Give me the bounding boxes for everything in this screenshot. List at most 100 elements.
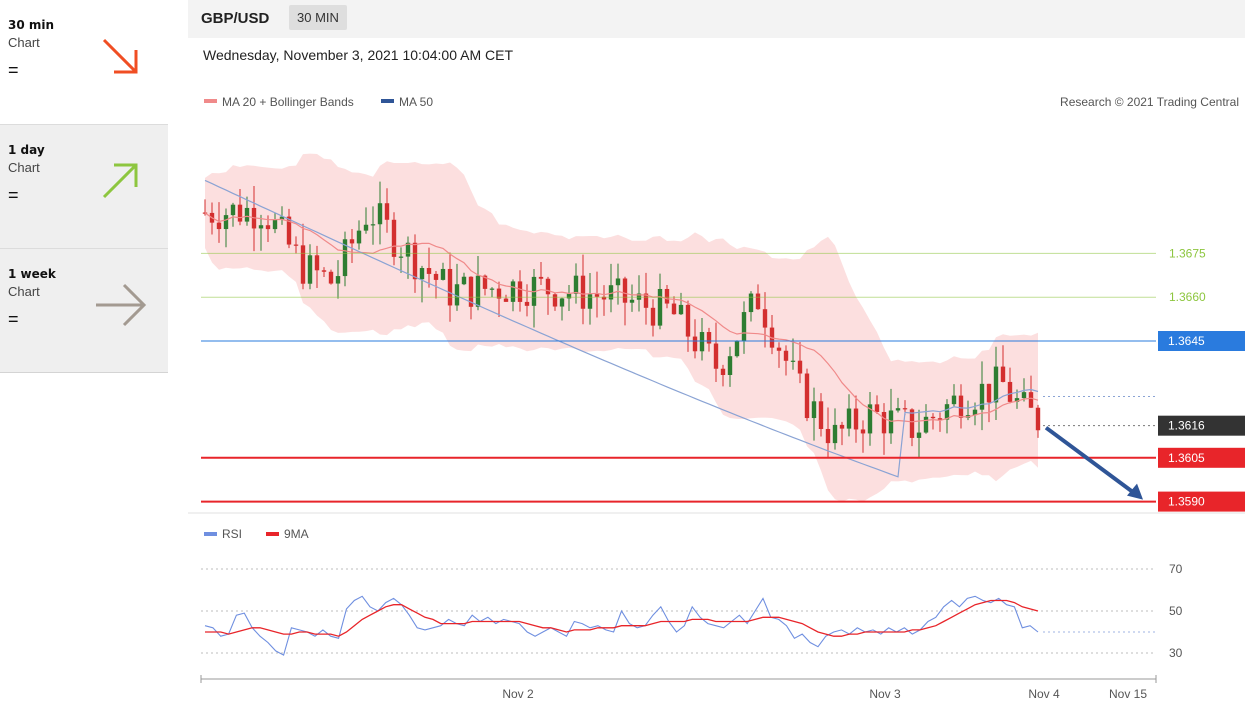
candle bbox=[741, 301, 747, 354]
candle-body bbox=[678, 304, 684, 315]
candle-body bbox=[1035, 407, 1041, 431]
chart-panel: GBP/USD 30 MIN Wednesday, November 3, 20… bbox=[188, 0, 1245, 710]
candle bbox=[440, 262, 446, 281]
candle bbox=[699, 318, 705, 361]
candle bbox=[860, 420, 866, 453]
candle bbox=[979, 361, 985, 431]
candle-body bbox=[384, 203, 390, 220]
sidebar-item-1week[interactable]: 1 week Chart = bbox=[0, 248, 168, 372]
chart-label: Chart bbox=[8, 35, 40, 50]
candle-body bbox=[748, 293, 754, 313]
level-label: 1.3605 bbox=[1168, 451, 1205, 465]
bollinger-band bbox=[205, 153, 1038, 502]
candle bbox=[923, 404, 929, 434]
candle-body bbox=[328, 271, 334, 284]
candle-body bbox=[832, 424, 838, 444]
candle bbox=[223, 208, 229, 248]
candle bbox=[384, 188, 390, 233]
candle-body bbox=[608, 285, 614, 300]
candle-body bbox=[867, 404, 873, 434]
candle bbox=[762, 292, 768, 348]
price-level-1-3616: 1.3616 bbox=[1043, 415, 1245, 436]
candle bbox=[230, 202, 236, 227]
candle-body bbox=[958, 395, 964, 418]
candle-body bbox=[685, 304, 691, 337]
candle-body bbox=[1007, 381, 1013, 402]
candle bbox=[636, 275, 642, 312]
timeframe-badge[interactable]: 30 MIN bbox=[289, 5, 347, 30]
candle-body bbox=[860, 429, 866, 434]
candle-body bbox=[762, 309, 768, 328]
candle-body bbox=[230, 204, 236, 216]
candle bbox=[664, 285, 670, 309]
candle-body bbox=[804, 373, 810, 419]
candle bbox=[377, 181, 383, 245]
main-legend: MA 20 + Bollinger Bands MA 50 Research ©… bbox=[204, 95, 1239, 109]
chart-datetime: Wednesday, November 3, 2021 10:04:00 AM … bbox=[203, 47, 513, 63]
candle-body bbox=[265, 225, 271, 230]
candle-body bbox=[377, 203, 383, 225]
neutral-symbol: = bbox=[8, 185, 19, 205]
candle-body bbox=[692, 336, 698, 352]
candle bbox=[720, 364, 726, 387]
candle bbox=[538, 261, 544, 285]
candle-body bbox=[405, 242, 411, 257]
candle bbox=[258, 214, 264, 251]
candle bbox=[811, 387, 817, 441]
candle-body bbox=[510, 281, 516, 302]
candle bbox=[685, 300, 691, 352]
candle bbox=[804, 368, 810, 422]
candle-body bbox=[895, 408, 901, 411]
candle-body bbox=[671, 303, 677, 315]
level-label: 1.3675 bbox=[1169, 246, 1206, 260]
target-arrow-shaft bbox=[1044, 426, 1137, 496]
candle-body bbox=[559, 298, 565, 307]
candle-body bbox=[461, 276, 467, 285]
ma20-line bbox=[204, 212, 1039, 423]
level-label-box bbox=[1158, 415, 1245, 436]
candle-body bbox=[370, 224, 376, 226]
chart-header: GBP/USD 30 MIN bbox=[188, 0, 1245, 38]
candle bbox=[594, 271, 600, 318]
chart-label: Chart bbox=[8, 284, 40, 299]
candle bbox=[776, 342, 782, 368]
candle bbox=[496, 281, 502, 318]
candle-body bbox=[699, 332, 705, 352]
candle bbox=[853, 395, 859, 443]
candle bbox=[839, 421, 845, 446]
candle bbox=[951, 384, 957, 407]
candle bbox=[524, 284, 530, 317]
candle bbox=[461, 272, 467, 286]
up-right-arrow-icon bbox=[102, 163, 138, 199]
candle-body bbox=[454, 284, 460, 306]
candle bbox=[790, 338, 796, 370]
legend-swatch-ma50 bbox=[381, 99, 394, 103]
candle bbox=[678, 292, 684, 316]
rsi-legend: RSI 9MA bbox=[204, 527, 309, 541]
candle-body bbox=[321, 270, 327, 272]
candle bbox=[650, 299, 656, 337]
candle-body bbox=[335, 276, 341, 284]
neutral-symbol: = bbox=[8, 309, 19, 329]
candle-body bbox=[902, 408, 908, 410]
x-tick-label: Nov 4 bbox=[1028, 687, 1060, 701]
candle bbox=[517, 270, 523, 312]
legend-ma20: MA 20 + Bollinger Bands bbox=[222, 95, 354, 109]
candle-body bbox=[545, 278, 551, 295]
rsi-level-label: 70 bbox=[1169, 562, 1183, 576]
candle-body bbox=[972, 409, 978, 416]
candle-body bbox=[594, 294, 600, 297]
candle bbox=[993, 346, 999, 420]
candle-body bbox=[447, 268, 453, 306]
candle-body bbox=[244, 207, 250, 222]
rsi-level-label: 50 bbox=[1169, 604, 1183, 618]
candle-body bbox=[258, 225, 264, 229]
candle bbox=[909, 408, 915, 447]
sidebar-item-1day[interactable]: 1 day Chart = bbox=[0, 124, 168, 248]
candle bbox=[818, 393, 824, 437]
level-label: 1.3590 bbox=[1168, 495, 1205, 509]
sidebar-item-30min[interactable]: 30 min Chart = bbox=[0, 0, 168, 124]
candle-body bbox=[398, 256, 404, 258]
candle-body bbox=[853, 408, 859, 430]
level-label: 1.3645 bbox=[1168, 334, 1205, 348]
